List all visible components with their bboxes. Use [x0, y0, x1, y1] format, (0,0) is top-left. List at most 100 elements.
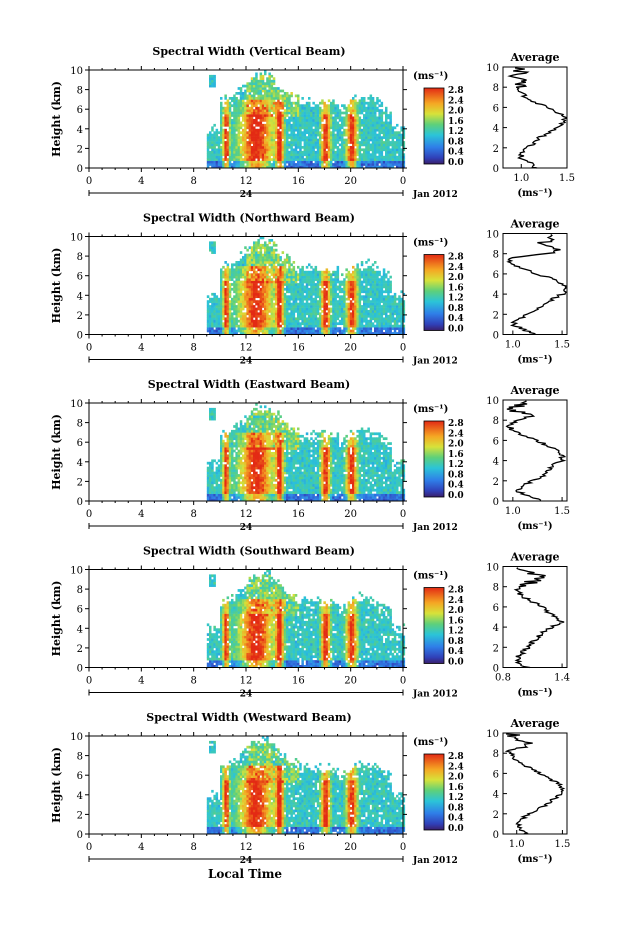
x-tick-label: 8: [190, 509, 196, 520]
colorbar-tick-label: 0.4: [448, 814, 464, 824]
avg-y-tick-label: 4: [493, 623, 499, 634]
x-tick-label: 8: [190, 176, 196, 187]
colorbar-tick-label: 0.8: [448, 304, 464, 314]
y-tick-label: 4: [77, 624, 83, 635]
y-tick-label: 10: [70, 732, 83, 743]
x-tick-label: 12: [240, 343, 253, 354]
panel-3: Spectral Width (Eastward Beam)0246810Hei…: [50, 378, 570, 533]
average-unit: (ms⁻¹): [517, 688, 552, 699]
colorbar-tick-label: 0.4: [448, 148, 464, 158]
panel-1: Spectral Width (Vertical Beam)0246810Hei…: [50, 45, 575, 200]
colorbar-tick-label: 2.4: [448, 596, 464, 606]
avg-y-tick-label: 4: [493, 124, 499, 135]
average-title: Average: [509, 551, 559, 564]
average-unit: (ms⁻¹): [517, 521, 552, 532]
y-tick-label: 10: [70, 233, 83, 244]
colorbar-tick-label: 2.4: [448, 429, 464, 439]
heatmap-cells: [206, 236, 406, 335]
x-tick-label: 8: [190, 343, 196, 354]
x-tick-label: 0: [400, 176, 406, 187]
colorbar-tick-label: 1.6: [448, 783, 464, 793]
y-tick-label: 10: [70, 399, 83, 410]
colorbar-tick-label: 1.6: [448, 616, 464, 626]
colorbar-tick-label: 0.8: [448, 637, 464, 647]
avg-y-tick-label: 2: [493, 477, 499, 488]
avg-y-tick-label: 2: [493, 144, 499, 155]
colorbar-tick-label: 2.8: [448, 419, 464, 429]
x-tick-label: 4: [138, 343, 144, 354]
colorbar-unit: (ms⁻¹): [413, 737, 448, 748]
panel-title: Spectral Width (Southward Beam): [143, 545, 355, 558]
y-tick-label: 10: [70, 566, 83, 577]
colorbar: [423, 87, 445, 165]
x-tick-label: 16: [292, 676, 305, 687]
average-unit: (ms⁻¹): [517, 854, 552, 865]
x-tick-label: 0: [86, 176, 92, 187]
avg-x-tick-label: 1.4: [554, 673, 570, 684]
y-tick-label: 0: [77, 830, 83, 841]
avg-y-tick-label: 0: [493, 497, 499, 508]
avg-y-tick-label: 10: [486, 63, 499, 74]
average-title: Average: [509, 717, 559, 730]
average-unit: (ms⁻¹): [517, 188, 552, 199]
colorbar-tick-label: 0.8: [448, 470, 464, 480]
avg-y-tick-label: 0: [493, 331, 499, 342]
colorbar-tick-label: 0.0: [448, 158, 464, 168]
x-tick-label: 16: [292, 343, 305, 354]
colorbar-tick-label: 0.8: [448, 137, 464, 147]
colorbar-tick-label: 0.0: [448, 491, 464, 501]
average-profile-line: [507, 67, 567, 169]
y-axis-label: Height (km): [50, 581, 63, 657]
x-tick-label: 12: [240, 842, 253, 853]
x-tick-label: 16: [292, 176, 305, 187]
avg-y-tick-label: 10: [486, 563, 499, 574]
colorbar-unit: (ms⁻¹): [413, 571, 448, 582]
colorbar-tick-label: 0.4: [448, 481, 464, 491]
y-tick-label: 0: [77, 164, 83, 175]
x-tick-label: 4: [138, 842, 144, 853]
x-tick-label: 20: [344, 176, 357, 187]
average-title: Average: [509, 384, 559, 397]
colorbar-tick-label: 2.8: [448, 586, 464, 596]
y-axis-label: Height (km): [50, 747, 63, 823]
y-tick-label: 6: [77, 771, 83, 782]
y-tick-label: 6: [77, 272, 83, 283]
colorbar-tick-label: 1.2: [448, 294, 464, 304]
avg-y-tick-label: 6: [493, 436, 499, 447]
avg-x-tick-label: 1.0: [509, 839, 525, 850]
x-tick-label: 4: [138, 509, 144, 520]
colorbar-tick-label: 2.0: [448, 440, 464, 450]
x-tick-label: 8: [190, 676, 196, 687]
colorbar-tick-label: 0.8: [448, 803, 464, 813]
colorbar-unit: (ms⁻¹): [413, 404, 448, 415]
y-axis-label: Height (km): [50, 81, 63, 157]
colorbar-tick-label: 2.4: [448, 762, 464, 772]
colorbar-tick-label: 1.2: [448, 627, 464, 637]
avg-y-tick-label: 4: [493, 790, 499, 801]
y-tick-label: 8: [77, 252, 83, 263]
avg-y-tick-label: 4: [493, 290, 499, 301]
colorbar-tick-label: 1.2: [448, 460, 464, 470]
panel-title: Spectral Width (Eastward Beam): [148, 378, 350, 391]
avg-x-tick-label: 1.0: [505, 506, 521, 517]
y-tick-label: 8: [77, 86, 83, 97]
y-tick-label: 6: [77, 438, 83, 449]
date-label: Jan 2012: [412, 856, 458, 866]
y-tick-label: 2: [77, 810, 83, 821]
x-tick-label: 12: [240, 509, 253, 520]
x-tick-label: 0: [400, 509, 406, 520]
y-axis-label: Height (km): [50, 248, 63, 324]
avg-y-tick-label: 10: [486, 230, 499, 241]
y-tick-label: 4: [77, 125, 83, 136]
x-tick-label: 0: [86, 842, 92, 853]
avg-y-tick-label: 2: [493, 810, 499, 821]
avg-y-tick-label: 2: [493, 643, 499, 654]
date-label: Jan 2012: [412, 523, 458, 533]
heatmap-cells: [206, 569, 406, 668]
avg-y-tick-label: 0: [493, 164, 499, 175]
colorbar-tick-label: 0.0: [448, 658, 464, 668]
x-axis-label: Local Time: [208, 867, 282, 881]
average-title: Average: [509, 51, 559, 64]
x-tick-label: 4: [138, 176, 144, 187]
